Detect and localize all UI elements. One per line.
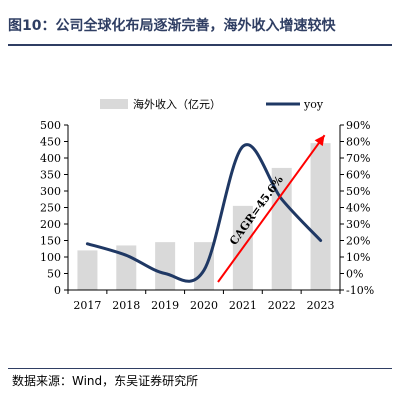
bar bbox=[77, 250, 98, 290]
source-note: 数据来源：Wind，东吴证券研究所 bbox=[12, 374, 199, 388]
left-tick-label: 100 bbox=[40, 251, 61, 264]
left-tick-label: 400 bbox=[40, 152, 61, 165]
right-tick-label: 70% bbox=[346, 152, 370, 165]
right-tick-label: 40% bbox=[346, 202, 370, 215]
legend-bar-swatch bbox=[100, 99, 128, 109]
title-divider bbox=[8, 44, 392, 46]
bar bbox=[310, 143, 331, 290]
yoy-line-group bbox=[85, 143, 323, 283]
x-tick-label: 2022 bbox=[268, 299, 296, 312]
cagr-arrow-head bbox=[314, 135, 325, 147]
yoy-line bbox=[85, 143, 323, 283]
bar bbox=[271, 167, 292, 290]
bars bbox=[77, 143, 331, 290]
left-axis: 0 50 100 150 200 250 300 350 400 450 500 bbox=[40, 119, 69, 297]
left-tick-label: 200 bbox=[40, 218, 61, 231]
bar bbox=[155, 242, 176, 290]
x-tick-label: 2017 bbox=[73, 299, 101, 312]
footer-divider bbox=[8, 368, 392, 369]
right-tick-label: 20% bbox=[346, 235, 370, 248]
legend-bar-label: 海外收入（亿元） bbox=[133, 97, 221, 111]
x-tick-label: 2020 bbox=[190, 299, 218, 312]
right-tick-label: 0% bbox=[346, 268, 363, 281]
x-tick-label: 2018 bbox=[112, 299, 140, 312]
left-tick-label: 150 bbox=[40, 235, 61, 248]
x-axis: 2017 2018 2019 2020 2021 2022 2023 bbox=[67, 289, 341, 312]
legend: 海外收入（亿元） yoy bbox=[100, 97, 324, 111]
cagr-arrow-line bbox=[217, 134, 326, 283]
right-tick-label: 80% bbox=[346, 136, 370, 149]
x-tick-label: 2023 bbox=[307, 299, 335, 312]
legend-line-label: yoy bbox=[303, 98, 324, 111]
left-tick-label: 0 bbox=[54, 284, 61, 297]
right-axis: -10% 0% 10% 20% 30% 40% 50% 60% 70% 80% 90% bbox=[339, 119, 374, 297]
left-tick-label: 450 bbox=[40, 136, 61, 149]
right-tick-label: 30% bbox=[346, 218, 370, 231]
right-tick-label: 10% bbox=[346, 251, 370, 264]
x-tick-label: 2021 bbox=[229, 299, 257, 312]
left-tick-label: 500 bbox=[40, 119, 61, 132]
left-tick-label: 300 bbox=[40, 185, 61, 198]
x-tick-label: 2019 bbox=[151, 299, 179, 312]
page-title: 图10：公司全球化布局逐渐完善，海外收入增速较快 bbox=[8, 18, 336, 34]
left-tick-label: 350 bbox=[40, 169, 61, 182]
left-tick-label: 250 bbox=[40, 202, 61, 215]
chart: 海外收入（亿元） yoy 0 50 100 150 200 250 300 350 400 450 5… bbox=[40, 97, 374, 312]
right-tick-label: 90% bbox=[346, 119, 370, 132]
right-tick-label: -10% bbox=[346, 284, 374, 297]
right-tick-label: 60% bbox=[346, 169, 370, 182]
left-tick-label: 50 bbox=[47, 268, 61, 281]
right-tick-label: 50% bbox=[346, 185, 370, 198]
